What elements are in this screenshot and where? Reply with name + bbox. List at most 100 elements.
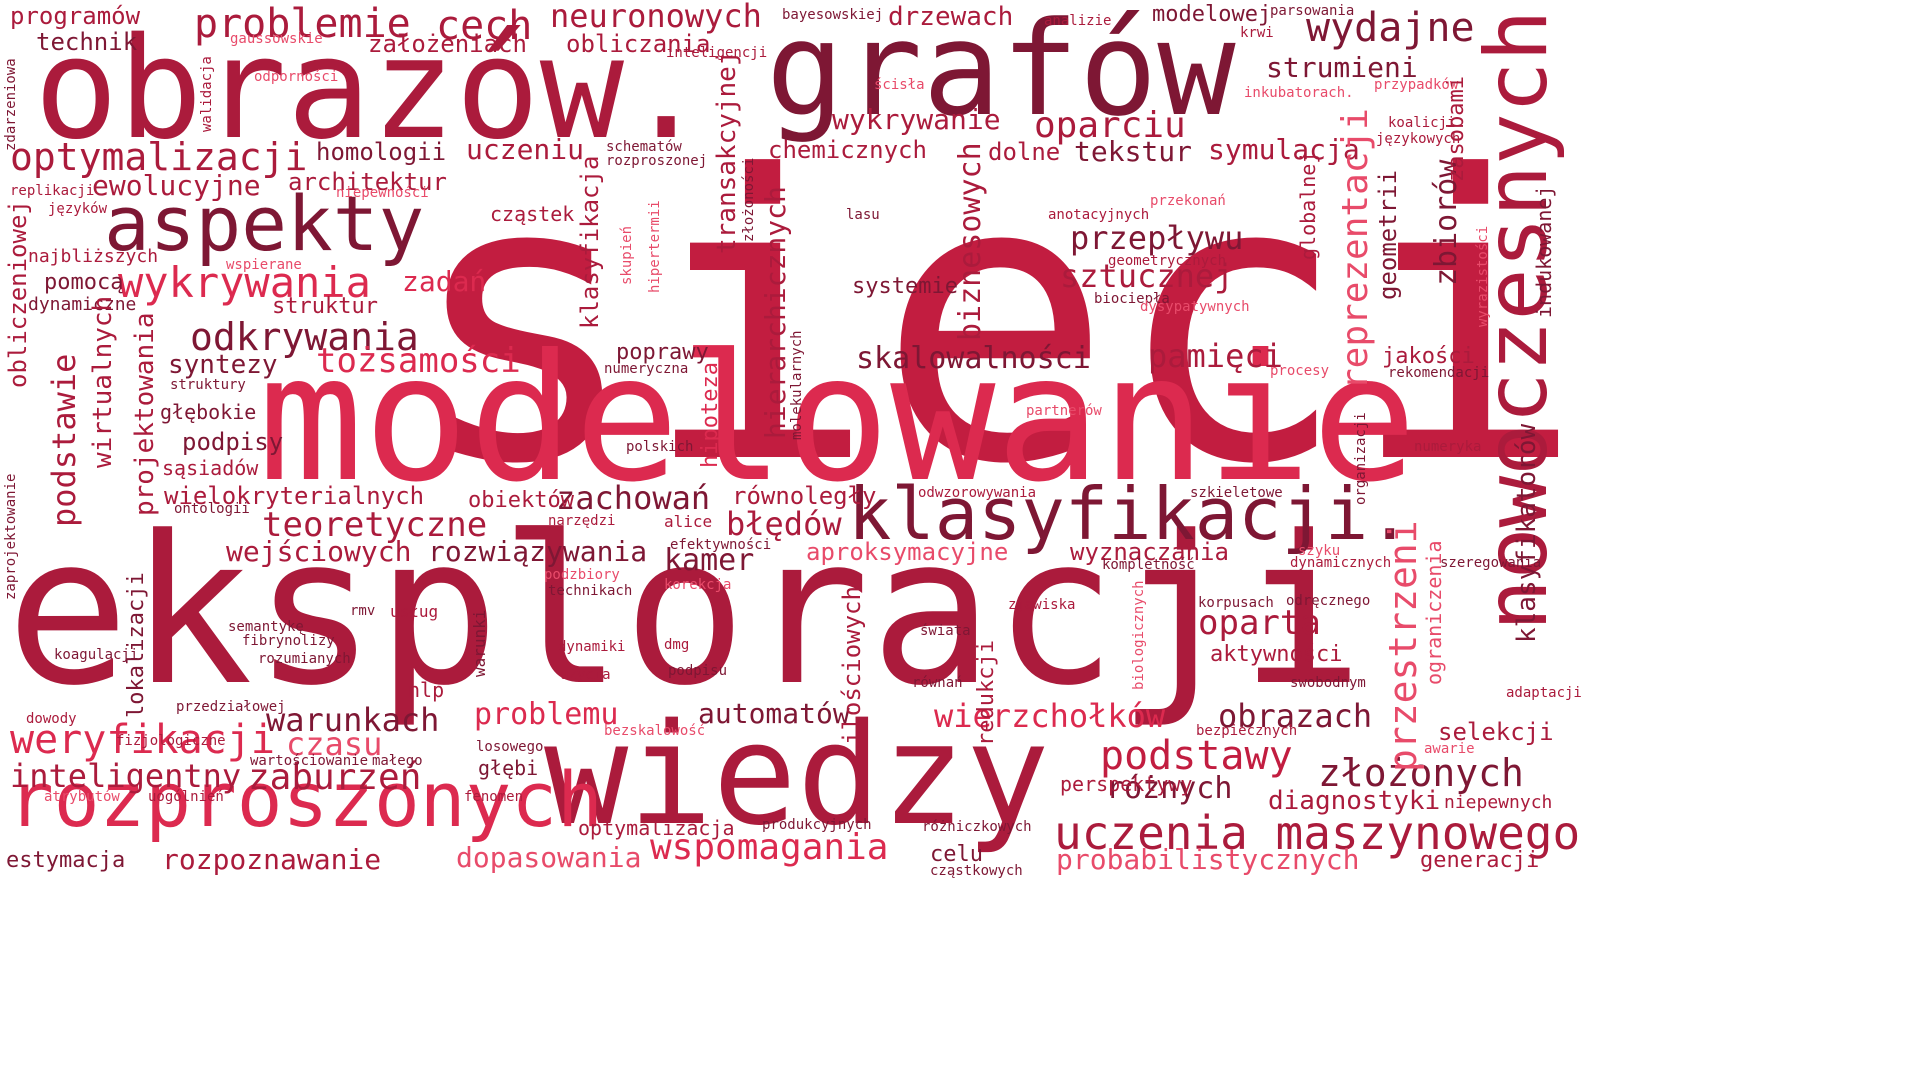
word: partnerów [1026, 403, 1102, 419]
word: niepewności [336, 185, 429, 201]
word: atrybutów [44, 789, 120, 805]
word: obliczeniowej [4, 200, 32, 388]
word: rekomendacji [1388, 365, 1490, 381]
word: biznesowych [953, 142, 988, 341]
word: szeregowania [1440, 555, 1542, 571]
word: geometrii [1374, 169, 1402, 300]
word: uczenia maszynowego [1054, 806, 1581, 860]
word: różnych [1106, 771, 1233, 806]
word: estymacja [6, 848, 126, 873]
word: wyznaczania [1070, 538, 1229, 566]
word: rozwiązywania [428, 535, 648, 568]
word: dolne [988, 138, 1061, 166]
word: sztucznej [1060, 257, 1234, 295]
word: technik [36, 28, 138, 56]
word: anotacyjnych [1048, 207, 1150, 223]
word: użycia [560, 667, 611, 683]
word: parsowania [1270, 3, 1355, 19]
word: geometrycznych [1108, 253, 1227, 269]
word: dynamiki [558, 639, 626, 655]
word: eksploracji [6, 493, 1364, 731]
word: obrazów. [34, 8, 709, 171]
word: fenomen [464, 789, 524, 805]
word: rozproszonej [606, 153, 708, 169]
word: struktury [170, 377, 246, 393]
word: zdarzeniowa [3, 58, 19, 151]
word: losowego [476, 739, 544, 755]
word: założeniach [368, 30, 527, 58]
word: numeryka [1414, 439, 1482, 455]
word: cząstkowych [930, 863, 1023, 879]
word: podstawy [1100, 733, 1293, 779]
word: bezpiecznych [1196, 723, 1298, 739]
word: obiektów [468, 488, 574, 513]
word: biociepła [1094, 291, 1170, 307]
word: wejściowych [226, 535, 412, 568]
word: cząstek [490, 202, 575, 226]
word: replikacji [10, 183, 95, 199]
word: gaussowskie [230, 31, 323, 47]
word: nlp [408, 678, 445, 702]
word: złożonych [1318, 751, 1524, 795]
word: przestrzeni [1381, 520, 1425, 772]
word: inteligentny [10, 757, 242, 795]
word: probabilistycznych [1056, 843, 1360, 876]
word: diagnostyki [1268, 786, 1441, 816]
word: syntezy [168, 350, 278, 380]
word: kompletność [1102, 557, 1195, 573]
word: przypadków [1374, 77, 1459, 93]
word: analizie [1044, 13, 1112, 29]
word: rozproszonych [8, 755, 603, 844]
word: skupień [619, 225, 635, 285]
word: uogólnień [148, 789, 224, 805]
word: adaptacji [1506, 685, 1582, 701]
word: semantykę [228, 619, 304, 635]
word: strumieni [1266, 51, 1418, 84]
word: złożoności [741, 157, 757, 242]
word: transakcyjnej [712, 50, 742, 255]
word: wspomagania [650, 827, 889, 868]
word: usług [390, 602, 439, 621]
word: wiedzy [544, 694, 1050, 857]
word: modelowej [1152, 2, 1272, 27]
word: odporności [254, 69, 339, 85]
word: bezskalowość [604, 723, 706, 739]
word: perspektywy [1060, 772, 1193, 796]
word: dynamiczne [28, 294, 137, 315]
word: technikach [548, 583, 633, 599]
word: klasyfikacji. [848, 472, 1412, 556]
word: organizacji [1353, 412, 1369, 505]
word: szkieletowe [1190, 485, 1283, 501]
word: zadań [402, 265, 487, 298]
word: przedziałowej [176, 699, 286, 715]
word: rozumianych [258, 651, 351, 667]
word: dysypatywnych [1140, 299, 1250, 315]
word: sąsiadów [162, 456, 259, 480]
word: zachowań [556, 479, 711, 517]
word: indukowanej [1532, 185, 1556, 318]
word: błędów [726, 505, 842, 543]
word: redukcji [974, 640, 999, 746]
word: wierzchołków [934, 697, 1166, 735]
word: dopasowania [456, 841, 642, 874]
word: ontologii [174, 501, 250, 517]
word: selekcji [1438, 718, 1554, 746]
word: podpisy [182, 428, 284, 456]
word: głębokie [160, 400, 257, 424]
word: rozpoznawanie [162, 843, 382, 876]
word: wielokryterialnych [164, 482, 425, 510]
word: odwzorowywania [918, 485, 1037, 501]
word: alice [664, 512, 713, 531]
word: weryfikacji [10, 717, 275, 763]
word: czasu [286, 725, 383, 763]
word: swobodnym [1290, 675, 1366, 691]
word: podpisu [668, 663, 728, 679]
word: równań [912, 675, 963, 691]
word: symulacja [1208, 133, 1360, 166]
word: koagulacji [54, 647, 139, 663]
word: dowody [26, 711, 77, 727]
word: wartościowanie [250, 753, 369, 769]
word: ewolucyjne [92, 169, 261, 202]
word: klasyfikatorów [1512, 423, 1542, 643]
word: wyrazistości [1475, 225, 1491, 327]
